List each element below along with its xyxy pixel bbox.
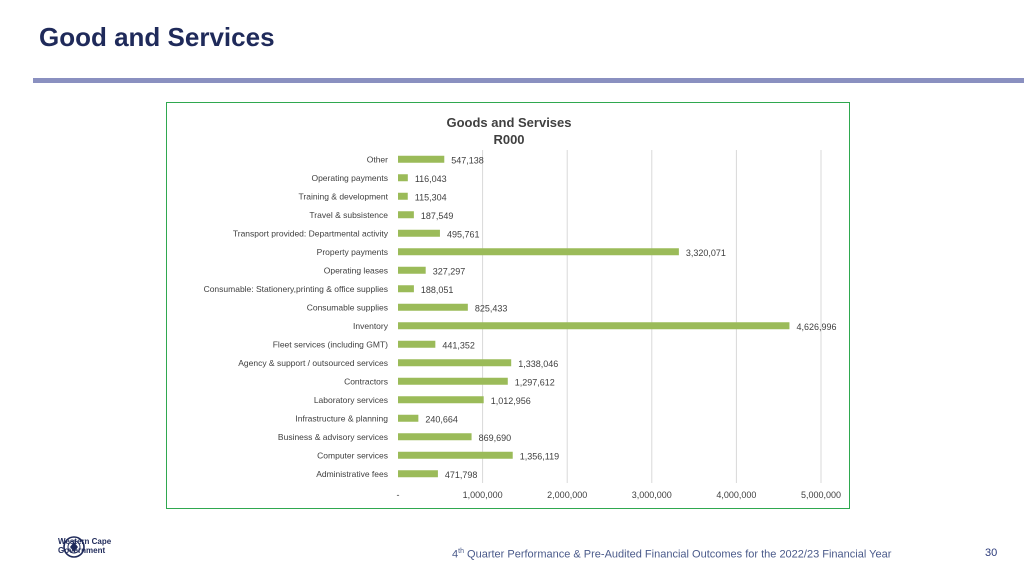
bar [398,266,426,274]
value-label: 825,433 [475,303,508,313]
value-label: 495,761 [447,229,480,239]
bar [398,340,436,348]
category-label: Consumable: Stationery,printing & office… [204,284,388,294]
footer-caption: 4th Quarter Performance & Pre-Audited Fi… [452,548,891,561]
value-label: 188,051 [421,285,454,295]
x-tick-label: 1,000,000 [463,490,503,500]
bar [398,359,512,367]
category-label: Contractors [344,376,388,386]
category-label: Agency & support / outsourced services [238,358,388,368]
value-label: 1,356,119 [520,451,559,461]
value-label: 869,690 [479,433,512,443]
category-label: Property payments [317,247,388,257]
bar [398,414,419,422]
category-labels: Other Operating payments Training & develo… [204,154,389,479]
bar [398,322,790,330]
logo-line-2: Government [58,546,106,555]
footer-sup: th [458,548,464,555]
category-label: Training & development [299,191,389,201]
gridlines [482,150,822,483]
value-label: 1,012,956 [491,396,531,406]
value-label: 4,626,996 [796,322,836,332]
value-label: 240,664 [425,414,458,424]
category-label: Operating payments [311,173,388,183]
bar [398,248,679,256]
x-tick-label: 2,000,000 [547,490,587,500]
bar [398,155,445,163]
category-label: Transport provided: Departmental activit… [233,228,389,238]
bar [398,303,468,311]
bar [398,451,513,459]
bar [398,396,484,404]
category-label: Consumable supplies [307,302,388,312]
value-label: 327,297 [433,266,466,276]
category-label: Other [367,154,388,164]
footer-prefix: 4 [452,548,459,561]
bar [398,377,508,385]
category-label: Business & advisory services [278,432,388,442]
logo-text: Western Cape Government [58,537,111,555]
category-label: Laboratory services [314,395,388,405]
bar [398,470,438,478]
bar [398,229,440,237]
x-axis-ticks: - 1,000,000 2,000,000 3,000,000 4,000,000 5,0… [397,490,842,500]
footer-main: Quarter Performance & Pre-Audited Financ… [463,548,892,561]
bar [398,211,414,219]
title-divider [33,78,1024,83]
slide-title: Good and Services [39,22,275,52]
value-label: 116,043 [415,174,447,184]
category-label: Operating leases [324,265,388,275]
category-label: Administrative fees [316,469,388,479]
x-tick-label: 4,000,000 [716,490,756,500]
value-label: 441,352 [442,340,475,350]
x-tick-label: 5,000,000 [801,490,841,500]
bar [398,285,414,293]
value-label: 547,138 [451,155,484,165]
x-tick-label: 3,000,000 [632,490,672,500]
category-label: Infrastructure & planning [295,413,388,423]
value-label: 1,338,046 [518,359,558,369]
logo-line-1: Western Cape [58,537,112,546]
chart-frame: Goods and Servises R000 Other Operating p… [166,102,850,509]
value-label: 471,798 [445,470,478,480]
chart-subtitle: R000 [493,132,524,147]
value-label: 115,304 [415,192,447,202]
bar-chart: Goods and Servises R000 Other Operating p… [204,115,842,500]
page-number: 30 [985,547,998,559]
category-label: Computer services [317,450,388,460]
chart-title: Goods and Servises [447,115,572,130]
bar [398,174,408,182]
value-labels: 547,138 116,043 115,304 187,549 495,761 3,320… [415,155,837,480]
category-label: Inventory [353,321,389,331]
bar [398,192,408,200]
value-label: 1,297,612 [515,377,555,387]
category-label: Fleet services (including GMT) [273,339,388,349]
x-tick-label: - [397,490,400,500]
bar [398,433,472,441]
value-label: 3,320,071 [686,248,726,258]
bars [398,155,790,478]
category-label: Travel & subsistence [309,210,388,220]
western-cape-crest-icon [63,536,85,558]
value-label: 187,549 [421,211,454,221]
